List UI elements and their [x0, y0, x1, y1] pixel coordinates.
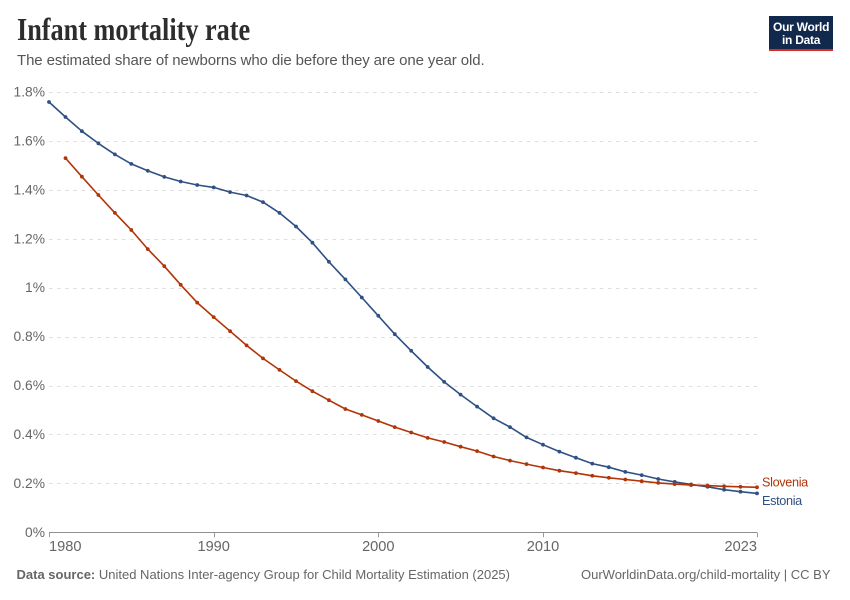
svg-text:Estonia: Estonia	[762, 494, 803, 508]
svg-text:0.6%: 0.6%	[14, 378, 45, 393]
svg-text:0%: 0%	[25, 525, 45, 540]
svg-text:0.2%: 0.2%	[14, 476, 45, 491]
svg-text:Slovenia: Slovenia	[762, 475, 809, 489]
svg-text:1%: 1%	[25, 280, 45, 295]
svg-text:1.6%: 1.6%	[14, 133, 45, 148]
svg-text:2010: 2010	[527, 539, 559, 555]
svg-text:2000: 2000	[362, 539, 394, 555]
svg-text:2023: 2023	[725, 539, 757, 555]
svg-text:0.4%: 0.4%	[14, 427, 45, 442]
svg-text:1.2%: 1.2%	[14, 231, 45, 246]
svg-text:0.8%: 0.8%	[14, 329, 45, 344]
svg-text:1.4%: 1.4%	[14, 182, 45, 197]
svg-text:1.8%: 1.8%	[14, 85, 45, 100]
svg-text:1990: 1990	[197, 539, 229, 555]
svg-text:1980: 1980	[49, 539, 81, 555]
